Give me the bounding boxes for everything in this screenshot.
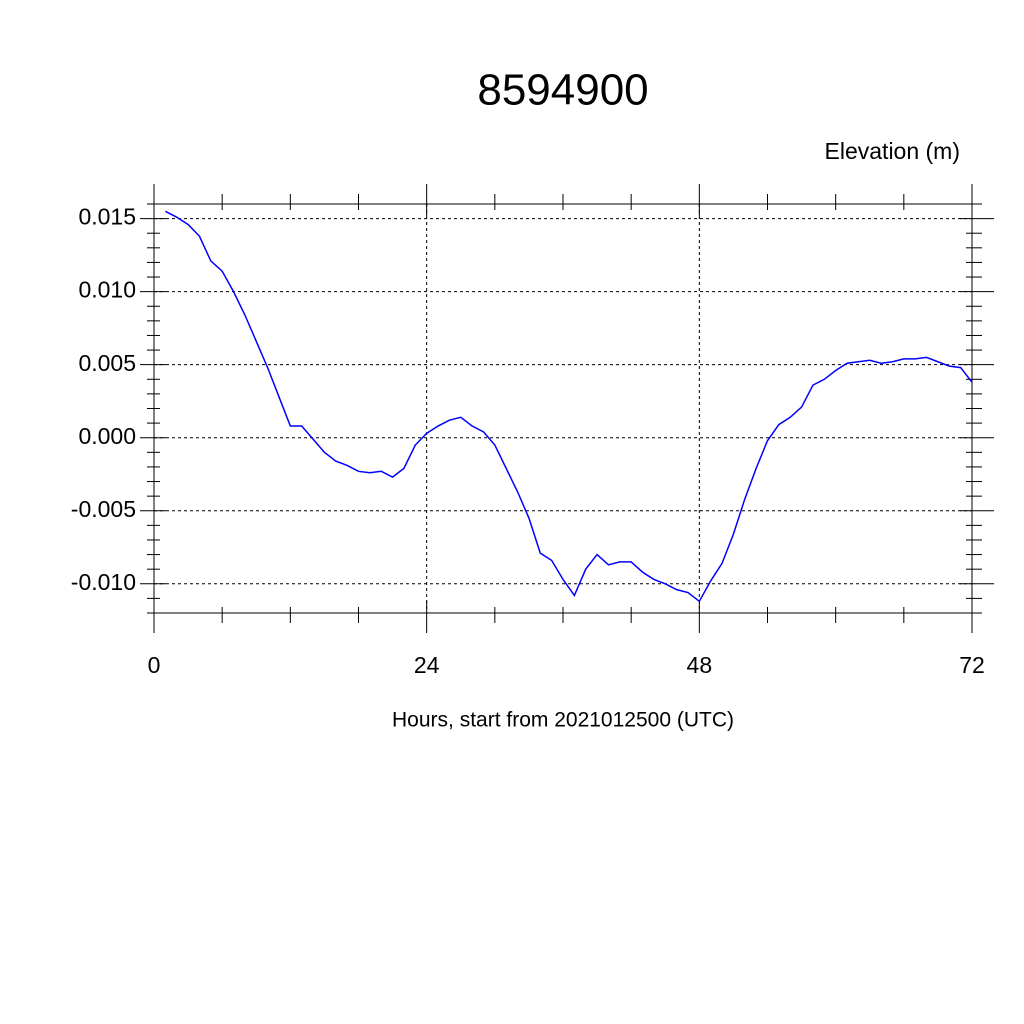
- y-tick-label: 0.000: [78, 423, 136, 449]
- plot-frame: [153, 203, 973, 614]
- y-tick-label: 0.005: [78, 350, 136, 376]
- y-tick-label: 0.015: [78, 204, 136, 230]
- x-tick-label: 72: [959, 652, 985, 678]
- data-line: [165, 210, 973, 603]
- y-tick-label: -0.005: [71, 496, 136, 522]
- x-axis-label: Hours, start from 2021012500 (UTC): [392, 709, 734, 732]
- x-tick-label: 24: [414, 652, 440, 678]
- x-tick-label: 0: [148, 652, 161, 678]
- y-tick-label: 0.010: [78, 277, 136, 303]
- y-tick-label: -0.010: [71, 569, 136, 595]
- x-tick-label: 48: [687, 652, 713, 678]
- chart-subtitle: Elevation (m): [825, 138, 960, 164]
- chart-title: 8594900: [477, 66, 648, 115]
